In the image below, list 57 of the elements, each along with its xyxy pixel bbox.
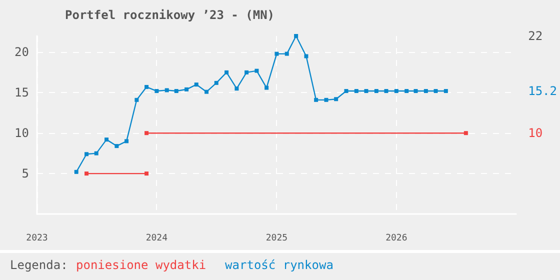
y-tick-label: 5 <box>22 166 29 181</box>
point <box>134 98 139 102</box>
x-tick-label: 2026 <box>386 234 408 244</box>
text: poniesione wydatki <box>76 258 206 272</box>
point <box>84 152 89 156</box>
point <box>464 131 468 136</box>
point <box>144 131 149 136</box>
text: wartość rynkowa <box>225 258 334 272</box>
point <box>404 89 409 94</box>
point <box>424 89 428 94</box>
point <box>184 87 189 92</box>
point <box>434 89 438 94</box>
point <box>154 89 159 94</box>
y2-tick-label: 15.2 <box>528 84 558 98</box>
y-tick-label: 15 <box>14 86 29 100</box>
x-tick-label: 2024 <box>146 234 168 244</box>
point <box>354 89 358 94</box>
y2-tick-label: 22 <box>528 29 543 43</box>
point <box>174 89 178 94</box>
point <box>244 70 249 74</box>
point <box>304 54 308 58</box>
point <box>254 68 259 73</box>
point <box>204 90 209 94</box>
point <box>214 80 218 85</box>
point <box>274 52 279 56</box>
point <box>94 151 98 156</box>
x-tick-label: 2025 <box>266 234 288 244</box>
point <box>224 70 229 74</box>
x-tick-label: 2023 <box>26 234 48 244</box>
point <box>104 138 109 142</box>
point <box>194 82 198 87</box>
point <box>294 34 298 38</box>
point <box>124 139 129 144</box>
point <box>364 89 368 94</box>
point <box>374 89 378 94</box>
point <box>264 86 269 90</box>
y2-tick-label: 10 <box>528 126 543 140</box>
point <box>84 172 89 176</box>
point <box>74 170 78 174</box>
point <box>394 89 398 94</box>
point <box>414 89 418 94</box>
point <box>384 89 388 94</box>
chart-title: Portfel rocznikowy ’23 - (MN) <box>65 8 275 22</box>
point <box>144 172 149 176</box>
point <box>164 88 169 92</box>
point <box>234 86 239 91</box>
point <box>444 89 448 94</box>
y-tick-label: 20 <box>14 45 29 60</box>
point <box>314 98 318 102</box>
point <box>114 144 119 148</box>
point <box>144 84 149 89</box>
point <box>284 52 289 56</box>
y-tick-label: 10 <box>14 126 29 140</box>
point <box>324 98 328 102</box>
point <box>344 89 348 94</box>
point <box>334 97 338 102</box>
legend-title: Legenda: <box>10 258 68 272</box>
